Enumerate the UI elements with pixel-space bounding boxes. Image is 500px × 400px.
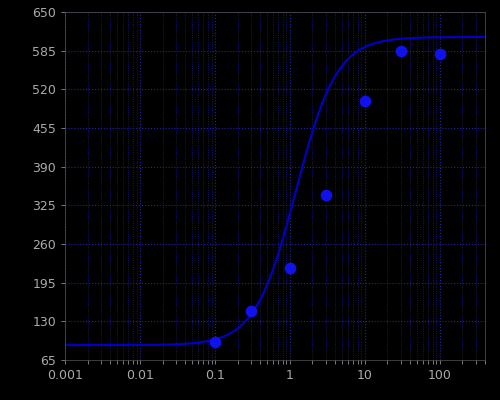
Point <box>396 48 404 54</box>
Point <box>322 192 330 198</box>
Point <box>436 50 444 57</box>
Point <box>286 264 294 271</box>
Point <box>211 339 219 345</box>
Point <box>361 98 369 104</box>
Point <box>246 308 254 314</box>
